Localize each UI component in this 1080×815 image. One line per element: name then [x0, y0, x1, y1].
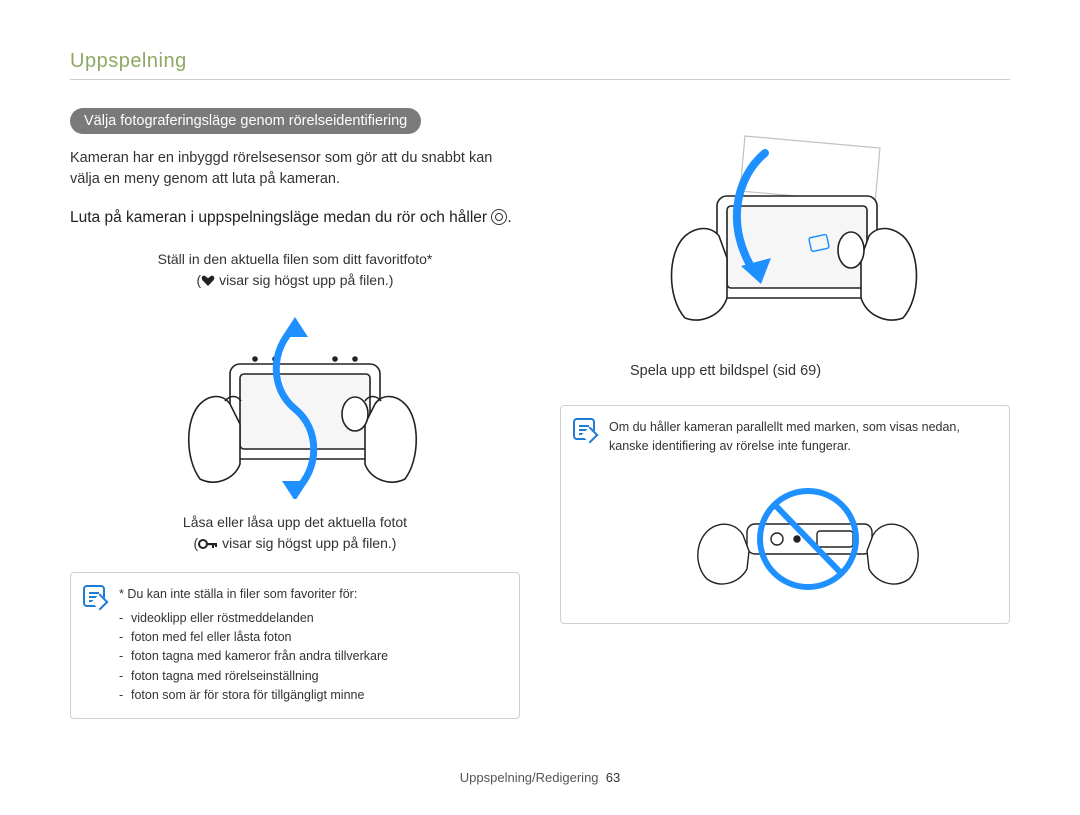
- footnote-box: * Du kan inte ställa in filer som favori…: [70, 572, 520, 718]
- tilt-vertical-illustration: [145, 309, 445, 499]
- caption-slideshow: Spela upp ett bildspel (sid 69): [560, 361, 1010, 383]
- caption-favorite-line1: Ställ in den aktuella filen som ditt fav…: [70, 249, 520, 270]
- subsection-pill: Välja fotograferingsläge genom rörelseid…: [70, 108, 421, 134]
- warning-note-text: Om du håller kameran parallellt med mark…: [609, 418, 995, 456]
- instruction-text: Luta på kameran i uppspelningsläge medan…: [70, 206, 520, 229]
- tilt-forward-illustration: [625, 118, 945, 348]
- intro-text: Kameran har en inbyggd rörelsesensor som…: [70, 148, 520, 190]
- footnote-item: foton tagna med kameror från andra tillv…: [119, 647, 505, 666]
- page-number: 63: [606, 770, 620, 785]
- caption-lock-line2: visar sig högst upp på filen.): [218, 535, 396, 551]
- figure-tilt-forward: [560, 118, 1010, 353]
- note-icon: [573, 418, 595, 440]
- motion-button-icon: [491, 209, 507, 225]
- note-icon: [83, 585, 105, 607]
- key-icon: [198, 538, 218, 550]
- caption-lock-line1: Låsa eller låsa upp det aktuella fotot: [70, 512, 520, 533]
- warning-note-box: Om du håller kameran parallellt med mark…: [560, 405, 1010, 624]
- footer-label: Uppspelning/Redigering: [460, 770, 599, 785]
- section-title: Uppspelning: [70, 50, 1010, 73]
- right-column: Spela upp ett bildspel (sid 69) Om du hå…: [560, 108, 1010, 719]
- footnote-item: videoklipp eller röstmeddelanden: [119, 609, 505, 628]
- page-footer: Uppspelning/Redigering 63: [0, 770, 1080, 785]
- heart-icon: [201, 275, 215, 287]
- instruction-post: .: [507, 209, 511, 226]
- footnote-item: foton med fel eller låsta foton: [119, 628, 505, 647]
- figure-flat-hold: [609, 469, 995, 605]
- footnote-item: foton som är för stora för tillgängligt …: [119, 686, 505, 705]
- footnote-item: foton tagna med rörelseinställning: [119, 667, 505, 686]
- footnote-title: * Du kan inte ställa in filer som favori…: [119, 585, 505, 604]
- caption-favorite: Ställ in den aktuella filen som ditt fav…: [70, 249, 520, 291]
- section-divider: [70, 79, 1010, 80]
- instruction-pre: Luta på kameran i uppspelningsläge medan…: [70, 209, 491, 226]
- caption-lock: Låsa eller låsa upp det aktuella fotot (…: [70, 512, 520, 554]
- flat-hold-illustration: [677, 469, 927, 599]
- left-column: Välja fotograferingsläge genom rörelseid…: [70, 108, 520, 719]
- footnote-list: videoklipp eller röstmeddelanden foton m…: [119, 609, 505, 706]
- figure-tilt-vertical: [70, 309, 520, 504]
- caption-favorite-line2: visar sig högst upp på filen.): [215, 272, 393, 288]
